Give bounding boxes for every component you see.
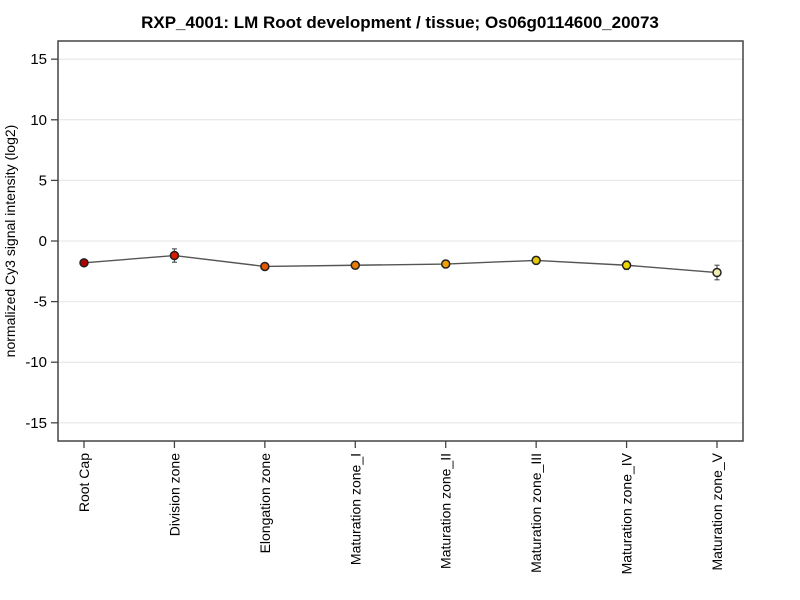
y-axis-tick-labels: 15 10 5 0 -5 -10 -15 — [25, 51, 47, 432]
y-axis-ticks — [51, 58, 58, 424]
data-points — [79, 250, 722, 278]
gridlines — [58, 58, 743, 424]
data-point — [621, 260, 632, 270]
y-axis-title: normalized Cy3 signal intensity (log2) — [2, 125, 18, 358]
y-tick-label: 5 — [39, 172, 47, 189]
data-point — [260, 261, 270, 272]
x-category-label: Maturation zone_IV — [619, 452, 635, 574]
data-point — [79, 258, 89, 268]
x-axis-category-labels: Root Cap Division zone Elongation zone Matu… — [76, 452, 725, 574]
data-point — [350, 260, 361, 270]
x-category-label: Elongation zone — [257, 453, 273, 554]
x-category-label: Maturation zone_I — [347, 453, 363, 565]
x-category-label: Maturation zone_V — [709, 452, 725, 570]
y-tick-label: -10 — [25, 354, 47, 371]
y-tick-label: 0 — [39, 233, 47, 250]
x-axis-ticks — [83, 441, 718, 448]
x-category-label: Root Cap — [76, 453, 92, 512]
data-point — [712, 267, 722, 278]
y-tick-label: 15 — [30, 51, 47, 68]
y-tick-label: -5 — [34, 294, 47, 311]
x-category-label: Maturation zone_III — [528, 453, 544, 573]
data-point — [531, 255, 541, 266]
y-tick-label: 10 — [30, 112, 47, 129]
chart-title: RXP_4001: LM Root development / tissue; … — [141, 13, 659, 32]
y-tick-label: -15 — [25, 415, 47, 432]
x-category-label: Maturation zone_II — [438, 453, 454, 569]
data-point — [440, 259, 451, 269]
data-line — [83, 254, 718, 274]
data-point — [169, 250, 180, 261]
x-category-label: Division zone — [166, 453, 182, 536]
